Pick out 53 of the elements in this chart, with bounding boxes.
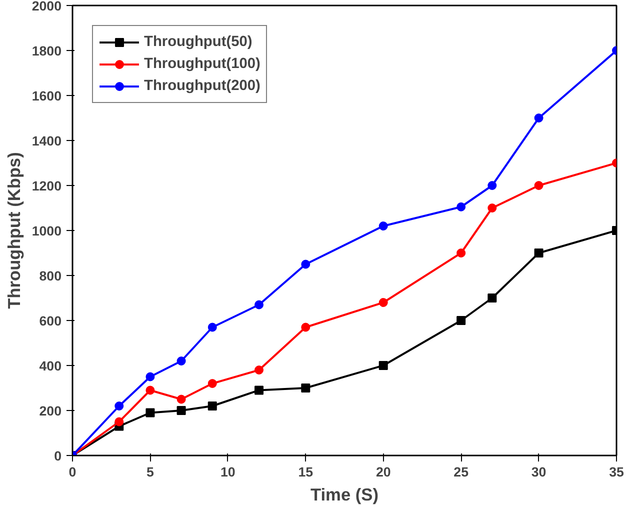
y-tick-label: 200 [39,404,62,418]
x-tick-label: 30 [531,464,546,480]
x-tick-label: 20 [376,464,391,480]
y-tick-label: 1800 [32,44,62,58]
point [208,322,217,332]
y-tick-label: 600 [39,314,62,328]
point [254,366,264,374]
y-tick-label: 0 [54,448,62,464]
point [378,298,388,307]
legend-label: Throughput(200) [144,78,260,94]
point [534,114,544,122]
point [534,248,544,258]
point [488,181,497,190]
y-axis-title: Throughput (Kbps) [4,152,24,309]
point [114,402,124,410]
point [208,402,217,410]
point [146,372,155,382]
y-tick-label: 400 [39,358,62,374]
y-tick-label: 1200 [32,178,62,194]
y-tick-label: 2000 [32,0,62,14]
point [534,181,544,190]
legend-label: Throughput(50) [144,34,252,50]
legend-label: Throughput(100) [144,56,260,72]
point [208,379,217,388]
x-tick-label: 5 [146,464,155,480]
point [456,202,466,212]
x-tick-label: 25 [454,464,470,480]
point [378,222,388,230]
point [176,406,186,415]
x-axis-title: Time (S) [310,484,379,504]
y-tick-label: 1400 [32,134,62,148]
y-tick-label: 800 [39,268,62,284]
point [488,294,497,302]
y-tick-label: 1000 [32,224,62,238]
x-tick-label: 35 [609,464,624,480]
x-tick-label: 15 [298,464,314,480]
point [456,248,466,258]
point [301,322,310,332]
point [301,260,310,269]
point [456,316,466,325]
point [146,386,155,395]
point [114,417,124,426]
x-tick-label: 10 [220,464,236,480]
point [254,386,264,395]
point [254,300,264,310]
point [378,361,388,370]
x-tick-label: 0 [68,464,76,480]
y-tick-label: 1600 [32,88,62,104]
point [301,384,310,392]
point [146,408,155,418]
point [176,394,186,404]
point [176,356,186,366]
point [488,204,497,212]
